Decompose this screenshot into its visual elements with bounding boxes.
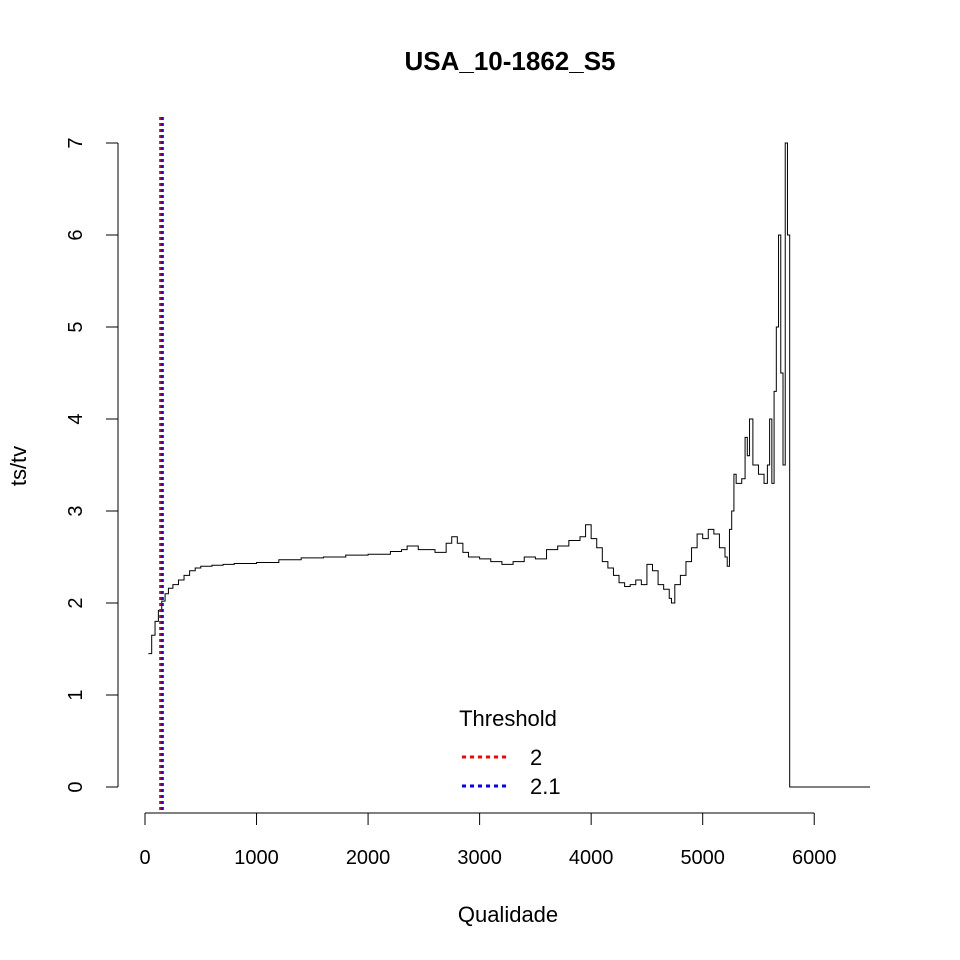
threshold-layer bbox=[159, 117, 164, 813]
y-tick-label: 6 bbox=[65, 229, 87, 240]
y-tick-label: 5 bbox=[65, 321, 87, 332]
series-layer bbox=[148, 142, 870, 788]
y-tick-label: 2 bbox=[65, 597, 87, 608]
legend: Threshold 22.1 bbox=[459, 706, 561, 799]
legend-title: Threshold bbox=[459, 706, 557, 731]
legend-entries: 22.1 bbox=[462, 745, 561, 799]
chart-title: USA_10-1862_S5 bbox=[404, 46, 615, 76]
y-tick-label: 3 bbox=[65, 505, 87, 516]
y-axis: 0 1 2 3 4 5 6 7 bbox=[65, 137, 119, 793]
legend-label-1: 2 bbox=[530, 745, 542, 770]
x-tick-label: 2000 bbox=[346, 847, 391, 869]
y-tick-label: 0 bbox=[65, 781, 87, 792]
x-tick-label: 3000 bbox=[457, 847, 502, 869]
y-tick-label: 4 bbox=[65, 413, 87, 424]
ts-tv-series-line bbox=[148, 142, 870, 788]
x-tick-label: 6000 bbox=[792, 847, 837, 869]
x-tick-label: 4000 bbox=[569, 847, 614, 869]
x-tick-label: 5000 bbox=[680, 847, 725, 869]
y-axis-label: ts/tv bbox=[6, 446, 31, 486]
x-tick-label: 1000 bbox=[234, 847, 279, 869]
x-tick-label: 0 bbox=[139, 847, 150, 869]
y-tick-label: 7 bbox=[65, 137, 87, 148]
x-axis-label: Qualidade bbox=[458, 902, 558, 927]
legend-label-2: 2.1 bbox=[530, 774, 561, 799]
y-tick-label: 1 bbox=[65, 689, 87, 700]
x-axis: 0 1000 2000 3000 4000 5000 6000 bbox=[139, 812, 837, 869]
